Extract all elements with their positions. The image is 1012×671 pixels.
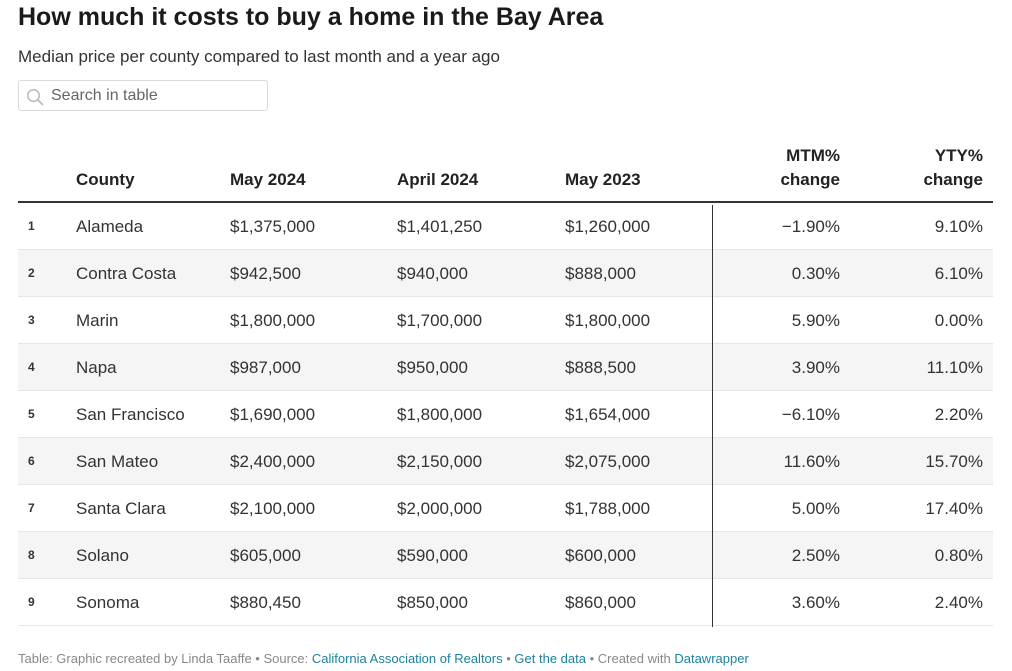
footer-prefix: Table: Graphic recreated by Linda Taaffe… — [18, 651, 312, 666]
county-cell: Contra Costa — [76, 264, 177, 283]
table-row: 1 Alameda $1,375,000 $1,401,250 $1,260,000 −1… — [18, 203, 993, 250]
april-2024-cell: $850,000 — [397, 593, 468, 612]
page-subtitle: Median price per county compared to last… — [18, 47, 500, 66]
source-link[interactable]: California Association of Realtors — [311, 651, 503, 666]
column-header-county[interactable]: County — [76, 170, 135, 189]
row-index: 1 — [28, 219, 35, 233]
may-2024-cell: $2,400,000 — [230, 452, 316, 471]
table-row: 6 San Mateo $2,400,000 $2,150,000 $2,075,000… — [18, 438, 993, 485]
may-2023-cell: $1,800,000 — [565, 311, 651, 330]
county-cell: San Francisco — [76, 405, 185, 424]
table-header: County May 2024 April 2024 May 2023 MTM%… — [18, 140, 993, 203]
may-2024-cell: $1,375,000 — [230, 217, 316, 236]
may-2023-cell: $1,260,000 — [565, 217, 651, 236]
mtm-change-cell: −1.90% — [781, 217, 840, 236]
county-cell: San Mateo — [76, 452, 159, 471]
may-2024-cell: $987,000 — [230, 358, 301, 377]
yty-change-cell: 15.70% — [925, 452, 983, 471]
search-box — [18, 80, 268, 111]
column-header-may-2024[interactable]: May 2024 — [230, 170, 306, 189]
yty-change-cell: 0.80% — [934, 546, 983, 565]
mtm-change-cell: 2.50% — [791, 546, 840, 565]
yty-change-cell: 6.10% — [934, 264, 983, 283]
mtm-change-cell: 3.90% — [791, 358, 840, 377]
county-cell: Solano — [76, 546, 129, 565]
county-cell: Santa Clara — [76, 499, 166, 518]
footer-credits: Table: Graphic recreated by Linda Taaffe… — [18, 651, 749, 666]
row-index: 9 — [28, 595, 35, 609]
column-header-may-2023[interactable]: May 2023 — [565, 170, 641, 189]
may-2024-cell: $1,690,000 — [230, 405, 316, 424]
mtm-change-cell: −6.10% — [781, 405, 840, 424]
column-header-yty-change[interactable]: YTY% change — [883, 144, 983, 192]
mtm-change-cell: 0.30% — [791, 264, 840, 283]
table-row: 8 Solano $605,000 $590,000 $600,000 2.50% 0.80… — [18, 532, 993, 579]
row-index: 5 — [28, 407, 35, 421]
yty-change-cell: 9.10% — [934, 217, 983, 236]
may-2024-cell: $1,800,000 — [230, 311, 316, 330]
april-2024-cell: $1,401,250 — [397, 217, 483, 236]
table-row: 2 Contra Costa $942,500 $940,000 $888,000 0.3… — [18, 250, 993, 297]
mtm-change-cell: 3.60% — [791, 593, 840, 612]
may-2023-cell: $600,000 — [565, 546, 636, 565]
yty-header-line2: change — [923, 170, 983, 189]
april-2024-cell: $2,150,000 — [397, 452, 483, 471]
table-row: 5 San Francisco $1,690,000 $1,800,000 $1,654… — [18, 391, 993, 438]
row-index: 8 — [28, 548, 35, 562]
table-body: 1 Alameda $1,375,000 $1,401,250 $1,260,000 −1… — [18, 203, 993, 626]
row-index: 3 — [28, 313, 35, 327]
may-2024-cell: $605,000 — [230, 546, 301, 565]
datawrapper-link[interactable]: Datawrapper — [674, 651, 749, 666]
table-row: 7 Santa Clara $2,100,000 $2,000,000 $1,788,0… — [18, 485, 993, 532]
county-cell: Alameda — [76, 217, 144, 236]
mtm-change-cell: 5.00% — [791, 499, 840, 518]
may-2024-cell: $2,100,000 — [230, 499, 316, 518]
may-2024-cell: $880,450 — [230, 593, 301, 612]
footer-created-with: • Created with — [585, 651, 675, 666]
county-cell: Marin — [76, 311, 119, 330]
april-2024-cell: $950,000 — [397, 358, 468, 377]
yty-change-cell: 2.20% — [934, 405, 983, 424]
get-data-link[interactable]: Get the data — [514, 651, 586, 666]
april-2024-cell: $1,700,000 — [397, 311, 483, 330]
column-divider — [712, 205, 713, 627]
county-cell: Napa — [76, 358, 117, 377]
search-input[interactable] — [49, 81, 264, 110]
table-row: 9 Sonoma $880,450 $850,000 $860,000 3.60% 2.40… — [18, 579, 993, 626]
mtm-change-cell: 5.90% — [791, 311, 840, 330]
search-icon — [26, 88, 44, 106]
row-index: 6 — [28, 454, 35, 468]
column-header-april-2024[interactable]: April 2024 — [397, 170, 479, 189]
may-2023-cell: $888,000 — [565, 264, 636, 283]
column-header-mtm-change[interactable]: MTM% change — [740, 144, 840, 192]
april-2024-cell: $1,800,000 — [397, 405, 483, 424]
mtm-header-line2: change — [780, 170, 840, 189]
footer-separator: • — [502, 651, 515, 666]
mtm-change-cell: 11.60% — [783, 452, 840, 471]
may-2023-cell: $860,000 — [565, 593, 636, 612]
may-2023-cell: $1,654,000 — [565, 405, 651, 424]
table-row: 3 Marin $1,800,000 $1,700,000 $1,800,000 5.90… — [18, 297, 993, 344]
yty-header-line1: YTY% — [934, 146, 983, 165]
yty-change-cell: 0.00% — [934, 311, 983, 330]
yty-change-cell: 2.40% — [934, 593, 983, 612]
row-index: 2 — [28, 266, 35, 280]
page-title: How much it costs to buy a home in the B… — [18, 3, 604, 31]
april-2024-cell: $940,000 — [397, 264, 468, 283]
mtm-header-line1: MTM% — [786, 146, 840, 165]
row-index: 4 — [28, 360, 35, 374]
yty-change-cell: 17.40% — [925, 499, 983, 518]
table-row: 4 Napa $987,000 $950,000 $888,500 3.90% 11.10% — [18, 344, 993, 391]
row-index: 7 — [28, 501, 35, 515]
may-2024-cell: $942,500 — [230, 264, 301, 283]
april-2024-cell: $2,000,000 — [397, 499, 483, 518]
county-cell: Sonoma — [76, 593, 140, 612]
may-2023-cell: $1,788,000 — [565, 499, 651, 518]
yty-change-cell: 11.10% — [926, 358, 983, 377]
may-2023-cell: $2,075,000 — [565, 452, 651, 471]
data-table: County May 2024 April 2024 May 2023 MTM%… — [18, 140, 993, 627]
may-2023-cell: $888,500 — [565, 358, 636, 377]
april-2024-cell: $590,000 — [397, 546, 468, 565]
